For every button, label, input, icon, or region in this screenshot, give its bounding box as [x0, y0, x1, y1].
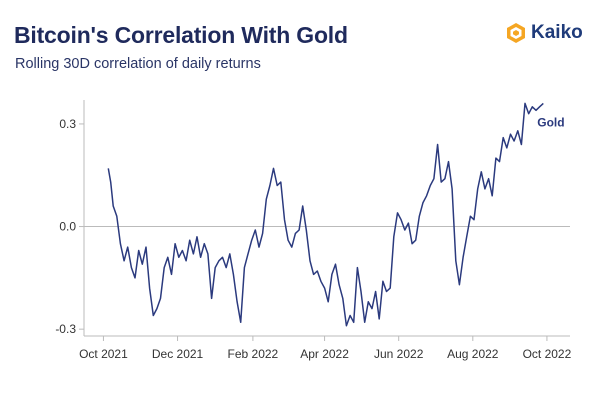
- y-tick-label: 0.0: [59, 220, 76, 234]
- series-label-gold: Gold: [537, 115, 564, 129]
- x-tick-label: Oct 2022: [523, 347, 572, 361]
- chart-subtitle: Rolling 30D correlation of daily returns: [15, 56, 261, 72]
- y-tick-label: -0.3: [55, 322, 76, 336]
- series-line-gold: [107, 102, 544, 327]
- x-tick-label: Jun 2022: [374, 347, 424, 361]
- kaiko-logo-icon: [507, 23, 525, 43]
- chart-title: Bitcoin's Correlation With Gold: [14, 22, 348, 48]
- x-tick-label: Aug 2022: [447, 347, 499, 361]
- x-tick-label: Feb 2022: [228, 347, 279, 361]
- x-tick-label: Oct 2021: [79, 347, 128, 361]
- brand-logo: Kaiko: [505, 22, 583, 44]
- chart-axes: [79, 100, 570, 341]
- x-tick-label: Dec 2021: [152, 347, 204, 361]
- brand-name: Kaiko: [531, 22, 583, 43]
- chart-series: [107, 102, 544, 327]
- x-tick-label: Apr 2022: [300, 347, 349, 361]
- y-tick-label: 0.3: [59, 117, 76, 131]
